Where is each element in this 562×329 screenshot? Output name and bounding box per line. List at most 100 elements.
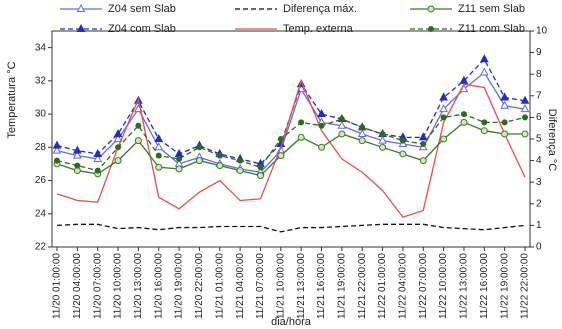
series-marker xyxy=(256,172,264,180)
x-tick-label: 11/20 10:00:00 xyxy=(113,253,124,319)
x-tick-label: 11/22 19:00:00 xyxy=(499,253,510,319)
series-marker xyxy=(155,163,163,171)
series-marker xyxy=(154,133,164,142)
series-line xyxy=(56,78,526,218)
series-marker xyxy=(439,104,448,113)
y-tick-label: 32 xyxy=(35,75,47,86)
series-marker xyxy=(500,92,509,101)
series-marker xyxy=(358,137,366,145)
y-tick-label: 22 xyxy=(35,242,47,253)
x-tick-label: 11/20 01:00:00 xyxy=(52,253,63,319)
series-marker xyxy=(93,153,103,162)
series-marker xyxy=(277,152,285,160)
series-marker xyxy=(420,140,427,147)
y2-tick-label: 4 xyxy=(536,155,542,166)
series-marker xyxy=(460,111,467,118)
series-marker xyxy=(134,137,142,145)
legend-marker xyxy=(427,5,435,13)
series-marker xyxy=(357,128,367,138)
x-tick-label: 11/20 22:00:00 xyxy=(194,253,205,319)
x-tick-label: 11/22 13:00:00 xyxy=(459,253,470,319)
series-marker xyxy=(439,92,448,101)
series-marker xyxy=(418,132,428,141)
x-tick-label: 11/20 13:00:00 xyxy=(133,253,144,319)
series-marker xyxy=(114,157,122,165)
x-tick-label: 11/20 07:00:00 xyxy=(92,253,103,319)
y-tick-label: 30 xyxy=(35,109,47,120)
legend-label: Z11 sem Slab xyxy=(458,3,525,15)
series-marker xyxy=(298,119,305,126)
x-tick-label: 11/21 16:00:00 xyxy=(316,253,327,319)
series-marker xyxy=(399,137,406,144)
legend-marker xyxy=(428,26,434,32)
legend-marker xyxy=(76,23,86,32)
series-marker xyxy=(520,104,530,113)
series-marker xyxy=(480,127,488,135)
series-line xyxy=(56,71,526,173)
series-marker xyxy=(115,144,122,151)
series-marker xyxy=(135,122,142,129)
series-marker xyxy=(73,145,82,154)
legend-label: Diferença máx. xyxy=(283,3,357,15)
y2-tick-label: 9 xyxy=(536,47,542,58)
series-marker xyxy=(501,130,509,138)
series-marker xyxy=(479,54,489,63)
plot-frame xyxy=(51,30,531,248)
x-tick-label: 11/21 10:00:00 xyxy=(275,253,286,319)
series-marker xyxy=(379,131,386,138)
legend-label: Z11 com Slab xyxy=(458,23,525,35)
y2-tick-label: 0 xyxy=(536,242,542,253)
series-marker xyxy=(379,143,387,151)
legend-marker xyxy=(76,3,86,12)
series-marker xyxy=(318,143,326,151)
y-tick-label: 34 xyxy=(35,42,47,53)
series-marker xyxy=(359,124,366,131)
series-marker xyxy=(399,150,407,158)
series-marker xyxy=(155,152,162,159)
series-marker xyxy=(257,164,264,171)
series-marker xyxy=(237,157,244,164)
series-marker xyxy=(318,122,325,129)
legend-label: Z04 com Slab xyxy=(108,23,176,35)
series-marker xyxy=(479,67,489,76)
series-marker xyxy=(175,165,183,173)
y-axis-label: Temperatura °C xyxy=(6,61,18,138)
x-tick-label: 11/21 04:00:00 xyxy=(235,253,246,319)
y2-tick-label: 3 xyxy=(536,177,542,188)
y2-tick-label: 5 xyxy=(536,134,542,145)
x-tick-label: 11/22 04:00:00 xyxy=(398,253,409,319)
series-marker xyxy=(520,95,530,104)
series-marker xyxy=(216,162,224,170)
y-tick-label: 28 xyxy=(35,142,47,153)
x-tick-label: 11/21 07:00:00 xyxy=(255,253,266,319)
series-marker xyxy=(196,144,203,151)
series-line xyxy=(56,58,526,165)
series-marker xyxy=(459,75,469,84)
series-marker xyxy=(297,133,305,141)
series-marker xyxy=(460,118,468,126)
y-tick-label: 26 xyxy=(35,175,47,186)
y2-axis-label: Diferença °C xyxy=(546,109,558,172)
series-marker xyxy=(521,130,529,138)
series-marker xyxy=(52,145,62,154)
x-tick-label: 11/20 16:00:00 xyxy=(153,253,164,319)
x-tick-label: 11/21 01:00:00 xyxy=(214,253,225,319)
series-marker xyxy=(113,133,123,142)
series-marker xyxy=(113,128,123,138)
x-tick-label: 11/22 07:00:00 xyxy=(418,253,429,319)
series-marker xyxy=(73,150,82,159)
series-marker xyxy=(94,167,101,174)
x-tick-label: 11/22 01:00:00 xyxy=(377,253,388,319)
series-line xyxy=(56,113,526,172)
series-marker xyxy=(440,114,447,121)
x-tick-label: 11/20 04:00:00 xyxy=(72,253,83,319)
x-tick-label: 11/21 19:00:00 xyxy=(337,253,348,319)
x-tick-label: 11/22 22:00:00 xyxy=(520,253,531,319)
legend-label: Z04 sem Slab xyxy=(108,3,176,15)
series-marker xyxy=(236,167,244,175)
x-axis-label: dia/hora xyxy=(271,316,312,328)
series-marker xyxy=(501,119,508,126)
series-marker xyxy=(54,157,60,164)
y2-tick-label: 10 xyxy=(536,26,548,37)
